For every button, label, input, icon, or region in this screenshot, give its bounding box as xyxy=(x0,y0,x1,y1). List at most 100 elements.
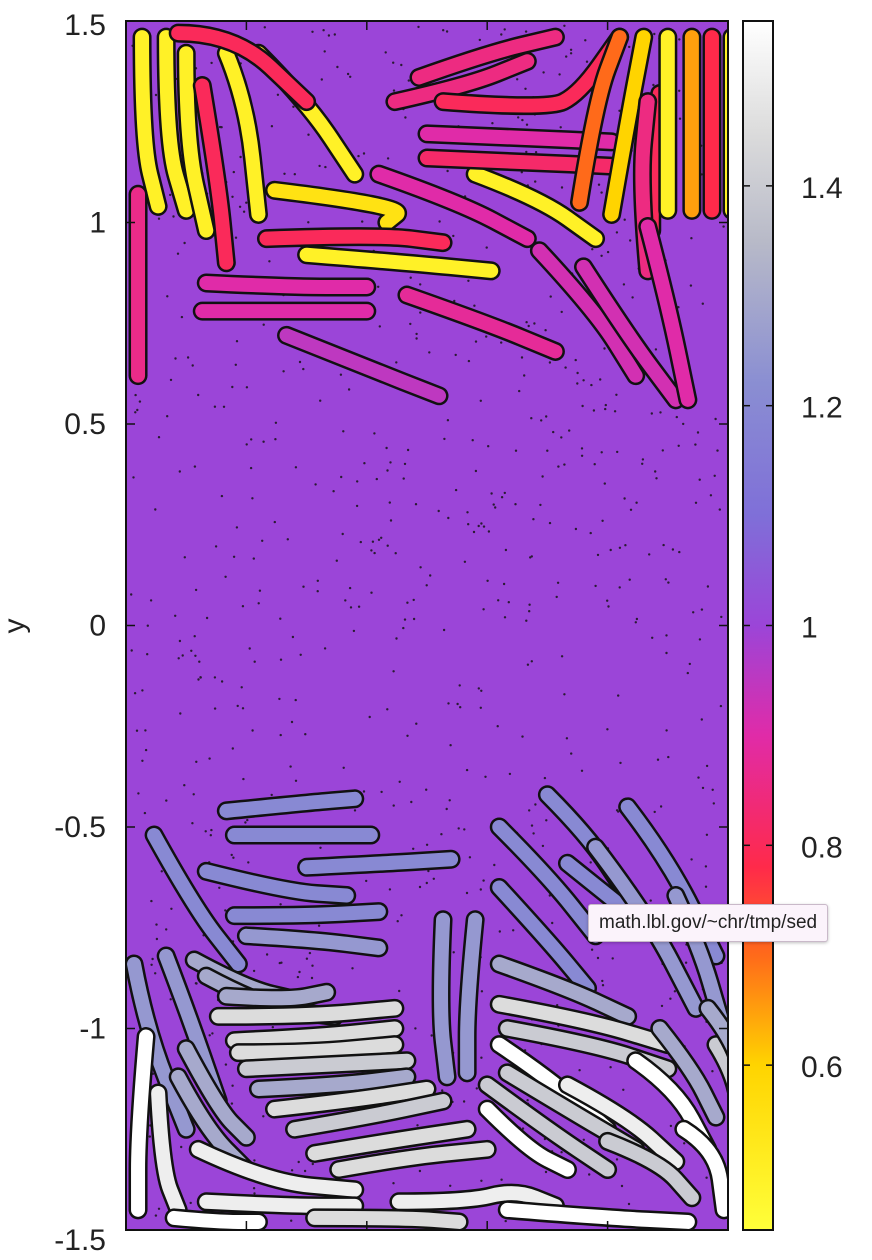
tracer-dot xyxy=(654,470,657,473)
tracer-dot xyxy=(130,649,133,652)
rod xyxy=(277,325,449,406)
tracer-dot xyxy=(604,403,607,407)
tracer-dot xyxy=(667,581,670,584)
rod xyxy=(650,1019,726,1127)
tracer-dot xyxy=(712,802,715,805)
rod xyxy=(256,227,453,253)
tracer-dot xyxy=(503,28,506,31)
tracer-dot xyxy=(361,220,364,223)
tracer-dot xyxy=(705,1176,708,1179)
tracer-dot xyxy=(525,150,528,154)
tracer-dot xyxy=(540,419,543,422)
rod xyxy=(417,148,622,176)
tracer-dot xyxy=(373,551,376,555)
tracer-dot xyxy=(290,1219,293,1222)
tracer-dot xyxy=(603,482,606,485)
tracer-dot xyxy=(479,399,482,402)
rod-fill xyxy=(195,78,234,270)
tracer-dot xyxy=(445,807,448,811)
y-axis-label: y xyxy=(0,619,31,634)
tracer-dot xyxy=(719,704,723,708)
tracer-dot xyxy=(386,544,389,547)
tracer-dot xyxy=(392,804,395,807)
rod-fill xyxy=(199,1194,362,1213)
tracer-dot xyxy=(582,379,585,382)
tracer-dot xyxy=(651,636,654,639)
tracer-dot xyxy=(417,25,420,29)
tracer-dot xyxy=(138,400,142,403)
tracer-dot xyxy=(465,768,469,772)
tracer-dot xyxy=(656,758,660,761)
rods-layer xyxy=(126,23,728,1230)
tracer-dot xyxy=(245,201,248,204)
tracer-dot xyxy=(230,1102,234,1105)
tracer-dot xyxy=(582,1138,585,1142)
tracer-dot xyxy=(529,556,532,559)
tracer-dot xyxy=(247,861,250,864)
tracer-dot xyxy=(418,1169,422,1173)
tracer-dot xyxy=(606,728,609,731)
tracer-dot xyxy=(370,591,373,594)
tracer-dot xyxy=(503,616,507,619)
tracer-dot xyxy=(472,530,476,534)
tracer-dot xyxy=(471,439,474,442)
rod xyxy=(164,1208,268,1230)
tracer-dot xyxy=(230,853,233,857)
tracer-dot xyxy=(293,173,296,176)
tracer-dot xyxy=(319,846,322,849)
tracer-dot xyxy=(514,503,517,506)
rod-fill xyxy=(708,1037,728,1088)
rod xyxy=(176,43,216,241)
rod-fill xyxy=(299,852,459,875)
tracer-dot xyxy=(548,521,552,525)
rod-fill xyxy=(219,46,266,222)
rod-fill xyxy=(259,229,451,250)
rod xyxy=(417,124,622,152)
tracer-dot xyxy=(148,1135,151,1138)
tracer-dot xyxy=(628,45,631,49)
tracer-dot xyxy=(552,430,555,434)
tracer-dot xyxy=(419,283,422,286)
rod xyxy=(557,1075,686,1171)
tracer-dot xyxy=(425,584,428,587)
tracer-dot xyxy=(648,553,651,556)
tracer-dot xyxy=(500,1178,503,1181)
tracer-dot xyxy=(491,122,494,125)
rod xyxy=(156,27,196,220)
tracer-dot xyxy=(373,432,376,435)
rod xyxy=(168,1067,256,1180)
tracer-dot xyxy=(609,548,612,552)
tracer-dot xyxy=(178,639,182,643)
tracer-dot xyxy=(548,361,552,364)
tracer-dot xyxy=(246,818,249,822)
tracer-dot xyxy=(190,649,193,652)
tracer-dot xyxy=(211,1032,214,1035)
rod xyxy=(128,1027,156,1220)
tracer-dot xyxy=(291,635,295,639)
tracer-dot xyxy=(438,220,441,223)
tracer-dot xyxy=(428,351,431,354)
rod-fill xyxy=(480,1077,615,1177)
tracer-dot xyxy=(273,520,276,524)
tracer-dot xyxy=(478,38,481,42)
tracer-dot xyxy=(388,501,391,504)
tracer-dot xyxy=(507,601,510,604)
tracer-dot xyxy=(539,503,542,507)
tracer-dot xyxy=(143,811,147,815)
tracer-dot xyxy=(615,1158,619,1161)
tracer-dot xyxy=(415,337,418,340)
tracer-dot xyxy=(526,663,530,666)
tracer-dot xyxy=(299,653,302,656)
tracer-dot xyxy=(248,647,251,650)
tracer-dot xyxy=(622,1088,625,1092)
rod-fill xyxy=(219,985,334,1006)
rod-fill xyxy=(131,1029,154,1217)
y-tick-label: 0 xyxy=(89,610,106,643)
rod xyxy=(132,27,168,216)
tracer-dot xyxy=(525,123,529,126)
rod xyxy=(497,1200,698,1230)
tracer-dot xyxy=(380,536,383,539)
tracer-dot xyxy=(176,252,180,255)
tracer-dot xyxy=(239,155,242,159)
rod xyxy=(176,1039,256,1147)
